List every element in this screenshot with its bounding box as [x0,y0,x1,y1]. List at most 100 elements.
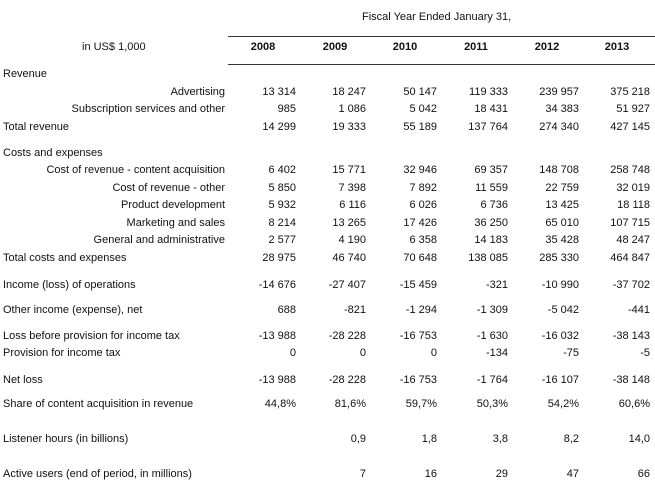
table-cell: -1 630 [476,330,508,342]
table-cell: 50,3% [476,398,508,410]
table-cell: 81,6% [334,398,366,410]
table-cell: 13 425 [545,199,579,211]
table-cell: 7 [359,468,366,480]
row-label: Total revenue [3,121,70,133]
table-cell: 19 333 [332,121,366,133]
table-cell: 6 116 [339,199,366,211]
row-label: Net loss [3,374,43,386]
table-cell: 148 708 [539,164,579,176]
row-label: Subscription services and other [71,103,225,115]
table-cell: 50 147 [403,86,437,98]
table-cell: -16 107 [541,374,579,386]
table-cell: -27 407 [328,279,366,291]
table-cell: 1 086 [338,103,366,115]
year-header-2012: 2012 [534,41,560,53]
table-cell: -13 988 [258,330,296,342]
table-cell: 3,8 [492,433,508,445]
table-cell: 34 383 [545,103,579,115]
table-cell: 18 247 [332,86,366,98]
table-cell: 46 740 [332,252,366,264]
table-cell: -5 042 [547,304,579,316]
table-cell: 36 250 [474,217,508,229]
row-label: Product development [121,199,225,211]
table-cell: 138 085 [468,252,508,264]
table-cell: 1,8 [421,433,437,445]
table-cell: 6 402 [268,164,296,176]
row-label: Total costs and expenses [3,252,127,264]
table-cell: 0 [289,347,296,359]
unit-label: in US$ 1,000 [82,41,146,53]
table-cell: 274 340 [539,121,579,133]
row-label: Cost of revenue - other [112,182,225,194]
table-cell: 4 190 [338,234,366,246]
row-label: Active users (end of period, in millions… [3,468,192,480]
table-cell: 65 010 [545,217,579,229]
header-top-rule [228,36,655,37]
row-label: Loss before provision for income tax [3,330,180,342]
table-cell: 59,7% [405,398,437,410]
table-cell: 14 183 [474,234,508,246]
year-header-2008: 2008 [250,41,276,53]
table-cell: 0 [359,347,366,359]
table-cell: 60,6% [618,398,650,410]
table-cell: 6 736 [480,199,508,211]
table-cell: -75 [563,347,579,359]
table-cell: -15 459 [399,279,437,291]
table-cell: 107 715 [610,217,650,229]
table-cell: 14,0 [628,433,650,445]
table-cell: 119 333 [469,86,508,98]
table-cell: 285 330 [539,252,579,264]
table-cell: 8 214 [268,217,296,229]
table-cell: 28 975 [262,252,296,264]
table-cell: 0 [430,347,437,359]
table-cell: 51 927 [616,103,650,115]
row-label: Advertising [170,86,225,98]
table-cell: 32 946 [403,164,437,176]
table-cell: 6 026 [409,199,437,211]
row-label: Listener hours (in billions) [3,433,129,445]
table-cell: 427 145 [610,121,650,133]
table-cell: -28 228 [328,330,366,342]
table-cell: 15 771 [332,164,366,176]
table-cell: 29 [495,468,508,480]
table-cell: -38 148 [612,374,650,386]
table-cell: -38 143 [612,330,650,342]
year-header-2011: 2011 [464,41,488,53]
table-cell: 55 189 [403,121,437,133]
table-cell: 8,2 [563,433,579,445]
row-label: Other income (expense), net [3,304,143,316]
table-cell: 35 428 [545,234,579,246]
table-cell: 70 648 [403,252,437,264]
table-cell: -28 228 [328,374,366,386]
table-cell: 16 [424,468,437,480]
table-cell: 5 932 [268,199,296,211]
table-cell: -321 [485,279,508,291]
row-label: Provision for income tax [3,347,121,359]
table-cell: -16 032 [541,330,579,342]
table-cell: 13 265 [332,217,366,229]
row-label: Revenue [3,68,48,80]
table-cell: -821 [343,304,366,316]
table-cell: 7 398 [338,182,366,194]
table-cell: 5 042 [409,103,437,115]
table-cell: -1 294 [405,304,437,316]
table-cell: -1 764 [476,374,508,386]
table-cell: 17 426 [403,217,437,229]
table-cell: 44,8% [264,398,296,410]
year-header-2010: 2010 [392,41,418,53]
table-cell: -5 [640,347,650,359]
table-cell: 6 358 [409,234,437,246]
table-cell: 18 431 [474,103,508,115]
table-cell: 69 357 [474,164,508,176]
table-title: Fiscal Year Ended January 31, [362,11,512,23]
row-label: Share of content acquisition in revenue [3,398,194,410]
table-cell: 688 [277,304,296,316]
table-cell: 137 764 [468,121,508,133]
table-cell: -16 753 [399,330,437,342]
table-cell: -441 [627,304,650,316]
table-cell: 11 559 [475,182,508,194]
table-cell: 0,9 [350,433,366,445]
table-cell: 66 [637,468,650,480]
row-label: Marketing and sales [126,217,225,229]
row-label: Costs and expenses [3,147,103,159]
